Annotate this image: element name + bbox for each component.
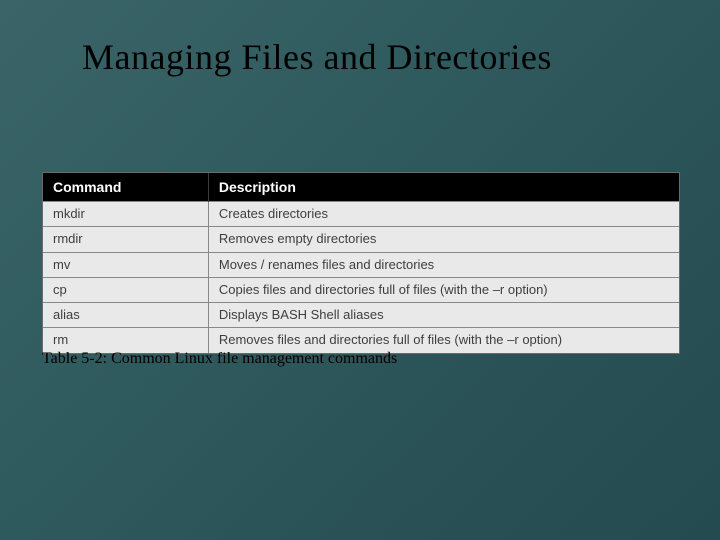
table-caption: Table 5-2: Common Linux file management … <box>42 350 397 368</box>
commands-table: Command Description mkdir Creates direct… <box>42 172 680 354</box>
table-row: mv Moves / renames files and directories <box>43 252 679 277</box>
table-row: rmdir Removes empty directories <box>43 227 679 252</box>
slide: Managing Files and Directories Command D… <box>0 0 720 540</box>
table-row: rm Removes files and directories full of… <box>43 328 679 353</box>
cell-command: rm <box>43 328 208 353</box>
column-header-command: Command <box>43 173 208 202</box>
cell-command: alias <box>43 303 208 328</box>
table-row: cp Copies files and directories full of … <box>43 277 679 302</box>
cell-command: mkdir <box>43 202 208 227</box>
table-row: mkdir Creates directories <box>43 202 679 227</box>
table-header-row: Command Description <box>43 173 679 202</box>
table-row: alias Displays BASH Shell aliases <box>43 303 679 328</box>
cell-description: Removes files and directories full of fi… <box>208 328 679 353</box>
cell-description: Creates directories <box>208 202 679 227</box>
cell-description: Displays BASH Shell aliases <box>208 303 679 328</box>
cell-description: Copies files and directories full of fil… <box>208 277 679 302</box>
cell-description: Moves / renames files and directories <box>208 252 679 277</box>
cell-command: mv <box>43 252 208 277</box>
table: Command Description mkdir Creates direct… <box>43 173 679 353</box>
cell-command: cp <box>43 277 208 302</box>
page-title: Managing Files and Directories <box>82 36 552 78</box>
cell-description: Removes empty directories <box>208 227 679 252</box>
cell-command: rmdir <box>43 227 208 252</box>
column-header-description: Description <box>208 173 679 202</box>
